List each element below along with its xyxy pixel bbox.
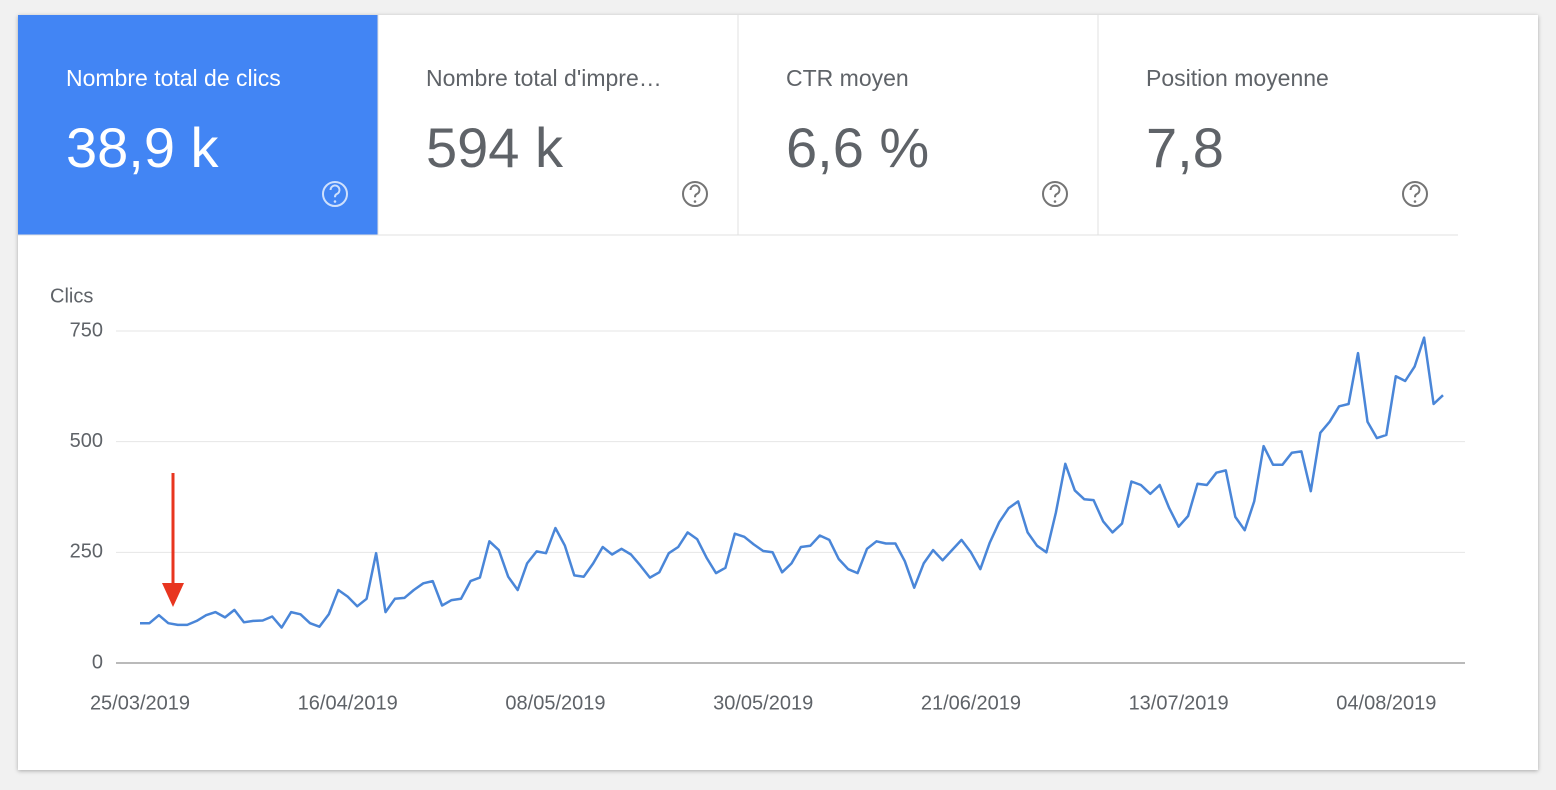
chart: Nombre total de clics 38,9 k Nombre total …	[18, 15, 1465, 714]
tile-value: 6,6 %	[786, 116, 929, 179]
y-tick-label: 750	[70, 319, 103, 341]
help-glyph	[1049, 184, 1061, 198]
tile-label: Nombre total d'impre…	[426, 65, 662, 91]
help-dot	[333, 200, 337, 203]
help-circle	[1042, 181, 1068, 207]
x-tick-label: 16/04/2019	[298, 692, 398, 714]
metric-tile[interactable]	[738, 15, 1098, 235]
x-tick-label: 08/05/2019	[505, 692, 605, 714]
y-tick-label: 500	[70, 430, 103, 452]
tile-label: Nombre total de clics	[66, 65, 281, 91]
y-axis-label: Clics	[50, 285, 93, 307]
help-icon[interactable]	[1042, 181, 1068, 207]
tile-label: CTR moyen	[786, 65, 909, 91]
help-dot	[1053, 200, 1057, 203]
performance-card: Nombre total de clics 38,9 k Nombre total …	[18, 15, 1538, 770]
metric-tile[interactable]	[18, 15, 378, 235]
y-tick-label: 250	[70, 541, 103, 563]
help-circle	[1402, 181, 1428, 207]
metric-tile[interactable]	[1098, 15, 1458, 235]
x-tick-label: 30/05/2019	[713, 692, 813, 714]
tile-value: 7,8	[1146, 116, 1224, 179]
help-icon[interactable]	[322, 181, 348, 207]
help-circle	[322, 181, 348, 207]
tile-value: 594 k	[426, 116, 564, 179]
help-icon[interactable]	[682, 181, 708, 207]
x-tick-label: 13/07/2019	[1129, 692, 1229, 714]
annotation-arrow	[162, 473, 184, 607]
x-tick-label: 21/06/2019	[921, 692, 1021, 714]
y-tick-label: 0	[92, 651, 103, 673]
metric-tile[interactable]	[378, 15, 738, 235]
help-circle	[682, 181, 708, 207]
help-dot	[1413, 200, 1417, 203]
line-series	[140, 336, 1444, 629]
help-glyph	[689, 184, 701, 198]
help-icon[interactable]	[1402, 181, 1428, 207]
x-tick-label: 04/08/2019	[1336, 692, 1436, 714]
x-tick-label: 25/03/2019	[90, 692, 190, 714]
help-dot	[693, 200, 697, 203]
help-glyph	[1409, 184, 1421, 198]
help-glyph	[329, 184, 341, 198]
tile-value: 38,9 k	[66, 116, 220, 179]
tile-label: Position moyenne	[1146, 65, 1329, 91]
